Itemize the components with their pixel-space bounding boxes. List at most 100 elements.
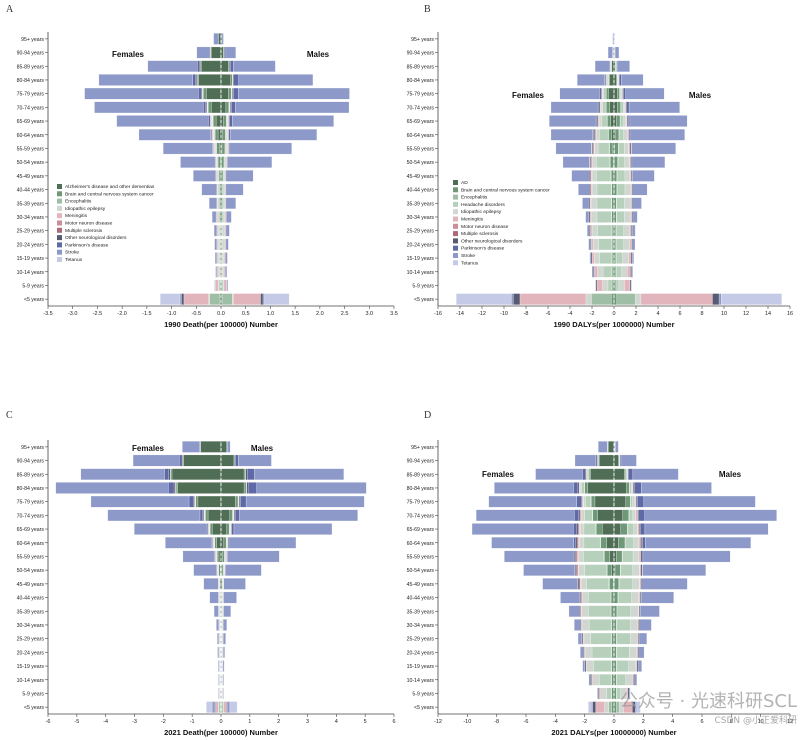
- bar-males: [220, 509, 230, 522]
- x-tick-label: 1: [248, 719, 251, 725]
- bar-females: [200, 441, 222, 453]
- bar-females: [214, 238, 217, 251]
- bar-females: [599, 252, 612, 264]
- bar-females: [205, 101, 207, 114]
- bar-females: [579, 591, 581, 604]
- bar-males: [222, 674, 225, 686]
- panel-d: D 95+ years 90-94 years 85-89 years 80-84 ye…: [407, 410, 793, 737]
- bar-males: [225, 170, 254, 182]
- x-tick-label: 4: [671, 719, 674, 725]
- legend-swatch: [57, 198, 62, 204]
- bar-females: [588, 619, 612, 631]
- bar-males: [223, 279, 227, 292]
- bar-females: [571, 170, 590, 182]
- bar-females: [576, 537, 579, 549]
- y-tick-label: 5-9 years: [22, 691, 44, 697]
- panel-b: B 95+ years 90-94 years 85-89 years 80-84 ye…: [407, 4, 793, 329]
- bar-females: [562, 156, 590, 168]
- bar-males: [225, 564, 262, 576]
- bar-males: [614, 578, 619, 590]
- bar-females: [591, 293, 612, 305]
- x-tick-label: 0: [612, 311, 615, 317]
- bar-females: [132, 454, 180, 467]
- bar-females: [582, 660, 585, 672]
- bar-males: [626, 482, 630, 494]
- bar-males: [637, 523, 639, 535]
- x-tick-label: 10: [721, 311, 727, 317]
- bar-males: [721, 293, 782, 305]
- bar-females: [84, 87, 199, 100]
- bar-males: [630, 156, 632, 168]
- bar-males: [221, 701, 224, 713]
- bar-males: [640, 523, 646, 535]
- legend-swatch: [453, 201, 458, 207]
- bar-males: [633, 482, 635, 494]
- bar-males: [616, 238, 625, 251]
- bar-females: [201, 87, 203, 100]
- bar-females: [217, 660, 220, 672]
- bar-females: [590, 156, 592, 168]
- bar-females: [575, 564, 577, 576]
- legend-swatch: [453, 194, 458, 200]
- bar-males: [621, 74, 644, 86]
- bar-females: [610, 156, 614, 168]
- y-tick-label: 85-89 years: [17, 472, 45, 478]
- bar-males: [641, 537, 643, 549]
- bar-females: [165, 537, 212, 549]
- bar-males: [231, 523, 235, 535]
- bar-females: [215, 701, 219, 713]
- bar-females: [579, 605, 581, 617]
- y-tick-label: 5-9 years: [22, 283, 44, 289]
- bar-females: [607, 115, 611, 127]
- bar-females: [210, 129, 212, 141]
- bar-males: [225, 46, 236, 59]
- bar-females: [606, 101, 610, 114]
- bar-males: [642, 537, 646, 549]
- y-tick-label: 50-54 years: [407, 160, 435, 166]
- bar-males: [631, 197, 633, 209]
- bar-females: [217, 279, 220, 292]
- bar-females: [579, 482, 582, 494]
- bar-males: [630, 279, 632, 292]
- x-tick-label: -8: [494, 719, 499, 725]
- panel-label: D: [424, 410, 431, 421]
- bar-females: [217, 550, 220, 563]
- bar-females: [580, 646, 584, 659]
- bar-females: [177, 482, 222, 494]
- bar-females: [55, 482, 169, 494]
- bar-females: [218, 564, 221, 576]
- bar-females: [608, 441, 615, 453]
- legend-swatch: [57, 205, 62, 211]
- bar-males: [223, 605, 231, 617]
- bar-males: [224, 211, 227, 223]
- x-axis-title: 1990 Death(per 100000) Number: [164, 320, 278, 329]
- bar-males: [637, 646, 640, 659]
- x-tick-label: -5: [74, 719, 79, 725]
- x-tick-label: -12: [478, 311, 486, 317]
- bar-females: [591, 495, 596, 508]
- bar-males: [633, 674, 635, 686]
- bar-males: [235, 101, 350, 114]
- bar-females: [217, 238, 220, 251]
- bar-females: [217, 687, 219, 700]
- legend-swatch: [453, 209, 458, 215]
- bar-males: [631, 238, 633, 251]
- bar-females: [203, 578, 219, 590]
- y-tick-label: 70-74 years: [407, 513, 435, 519]
- bar-females: [116, 115, 209, 127]
- x-tick-label: -1.0: [167, 311, 176, 317]
- bar-males: [632, 509, 636, 522]
- bar-females: [591, 224, 598, 237]
- bar-males: [232, 87, 234, 100]
- bar-males: [616, 115, 621, 127]
- bar-males: [222, 660, 225, 672]
- bar-males: [643, 550, 731, 563]
- bar-females: [600, 537, 607, 549]
- bar-males: [639, 523, 641, 535]
- bar-males: [234, 509, 236, 522]
- legend-swatch: [57, 249, 62, 255]
- y-tick-label: 40-44 years: [17, 596, 45, 602]
- bar-males: [623, 101, 625, 114]
- bar-males: [632, 224, 636, 237]
- bar-males: [614, 564, 621, 576]
